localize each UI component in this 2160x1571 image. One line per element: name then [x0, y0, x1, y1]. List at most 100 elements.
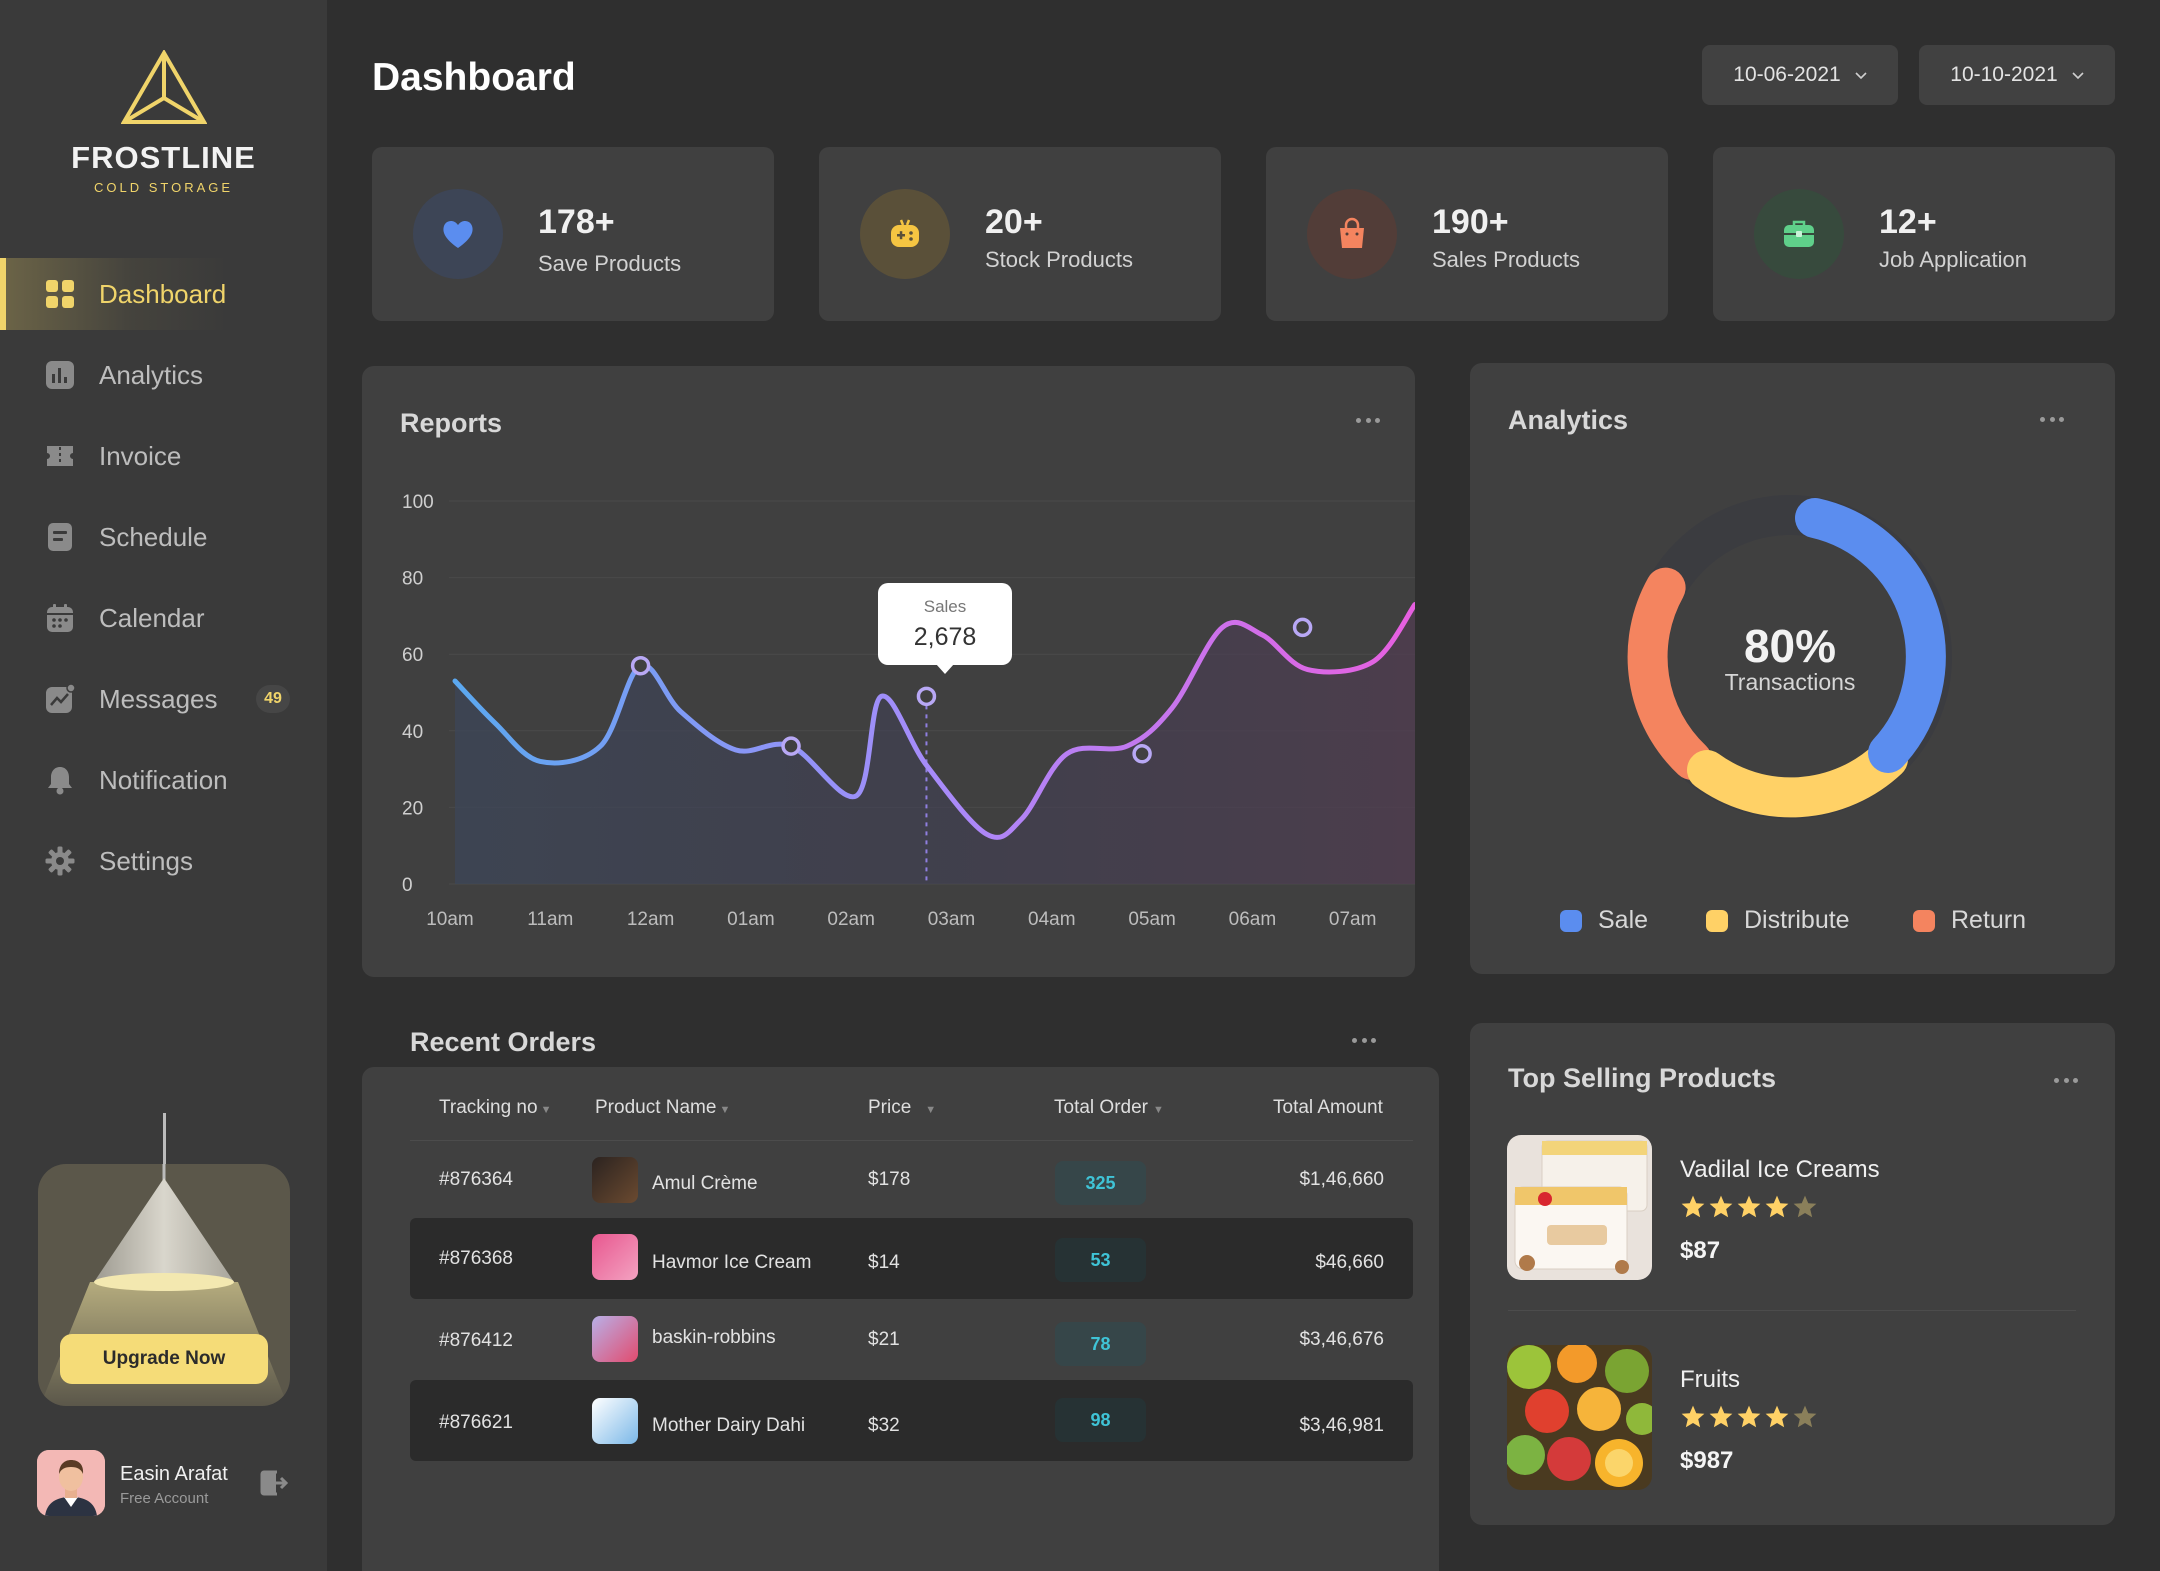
- sidebar-item-dashboard[interactable]: Dashboard: [0, 258, 327, 330]
- stat-card-job-application[interactable]: 12+ Job Application: [1713, 147, 2115, 321]
- tooltip-arrow: [936, 664, 954, 674]
- sidebar-item-schedule[interactable]: Schedule: [0, 501, 327, 573]
- more-options-icon[interactable]: [2040, 415, 2064, 423]
- sidebar-item-label: Calendar: [99, 602, 205, 633]
- product-name: Havmor Ice Cream: [652, 1252, 812, 1273]
- table-row[interactable]: #876364 Amul Crème $178 325 $1,46,660: [410, 1141, 1413, 1222]
- table-header-divider: [410, 1140, 1413, 1141]
- total-order-badge: 53: [1055, 1238, 1146, 1282]
- user-profile[interactable]: Easin Arafat Free Account: [37, 1450, 297, 1516]
- table-row[interactable]: #876412 baskin-robbins $21 78 $3,46,676: [410, 1300, 1413, 1381]
- product-price: $87: [1680, 1237, 1721, 1264]
- table-row[interactable]: #876368 Havmor Ice Cream $14 53 $46,660: [410, 1218, 1413, 1299]
- product-name[interactable]: Fruits: [1680, 1366, 1740, 1393]
- sidebar: FROSTLINE COLD STORAGE Dashboard Analyti…: [0, 0, 327, 1571]
- column-header-total-order[interactable]: Total Order ▼: [1054, 1097, 1164, 1118]
- tracking-number: #876412: [439, 1330, 513, 1351]
- sidebar-item-notification[interactable]: Notification: [0, 744, 327, 816]
- legend-swatch: [1560, 909, 1582, 932]
- y-tick-label: 20: [402, 798, 423, 819]
- column-header-price[interactable]: Price ▼: [868, 1097, 937, 1118]
- legend-label: Distribute: [1744, 906, 1850, 934]
- logout-icon[interactable]: [259, 1468, 289, 1498]
- stat-icon-bg: [860, 189, 950, 279]
- sidebar-item-analytics[interactable]: Analytics: [0, 339, 327, 411]
- star-icon: [1681, 1405, 1705, 1428]
- x-tick-label: 07am: [1329, 909, 1377, 930]
- legend-item-return: Return: [1913, 906, 2026, 935]
- date-to-picker[interactable]: 10-10-2021: [1919, 45, 2115, 105]
- table-row[interactable]: #876621 Mother Dairy Dahi $32 98 $3,46,9…: [410, 1380, 1413, 1461]
- stat-card-save-products[interactable]: 178+ Save Products: [372, 147, 774, 321]
- stat-value: 12+: [1879, 203, 1937, 241]
- top-selling-title: Top Selling Products: [1508, 1063, 1777, 1093]
- sidebar-item-label: Invoice: [99, 440, 182, 471]
- product-divider: [1508, 1310, 2076, 1311]
- messages-count-badge: 49: [256, 685, 290, 713]
- upgrade-now-button[interactable]: Upgrade Now: [60, 1334, 268, 1384]
- date-from-picker[interactable]: 10-06-2021: [1702, 45, 1898, 105]
- product-image-ice-cream[interactable]: [1507, 1135, 1652, 1280]
- product-image-fruits[interactable]: [1507, 1345, 1652, 1490]
- data-point[interactable]: [1132, 744, 1152, 764]
- more-options-icon[interactable]: [1352, 1036, 1376, 1044]
- avatar[interactable]: [37, 1450, 105, 1516]
- product-name[interactable]: Vadilal Ice Creams: [1680, 1156, 1880, 1183]
- product-thumbnail: [592, 1316, 638, 1362]
- product-thumbnail: [592, 1234, 638, 1280]
- sidebar-item-calendar[interactable]: Calendar: [0, 582, 327, 654]
- star-icon: [1709, 1195, 1733, 1218]
- brand-subtitle: COLD STORAGE: [93, 180, 234, 195]
- column-header-product[interactable]: Product Name ▼: [595, 1097, 731, 1118]
- more-options-icon[interactable]: [2054, 1076, 2078, 1084]
- price: $21: [868, 1329, 900, 1350]
- y-tick-label: 0: [402, 875, 413, 896]
- donut-center-value: 80%: [1743, 620, 1837, 672]
- star-icon: [1765, 1405, 1789, 1428]
- price: $14: [868, 1252, 900, 1273]
- x-tick-label: 03am: [928, 909, 976, 930]
- stat-label: Sales Products: [1432, 247, 1580, 272]
- bar-chart-icon: [44, 359, 76, 391]
- total-order-badge: 78: [1055, 1322, 1146, 1366]
- reports-panel: Reports 0 20 40 60 80 100 10am 11am 12am 01am 02a…: [362, 366, 1415, 977]
- total-amount: $3,46,676: [1299, 1329, 1384, 1350]
- sidebar-item-label: Settings: [99, 845, 193, 876]
- x-tick-label: 10am: [426, 909, 474, 930]
- sort-icon: ▼: [925, 1104, 937, 1116]
- donut-center-label: Transactions: [1724, 669, 1856, 695]
- legend-label: Sale: [1598, 906, 1649, 934]
- date-to-value: 10-10-2021: [1950, 63, 2058, 86]
- gear-icon: [44, 845, 76, 877]
- reports-line-chart: 0 20 40 60 80 100 10am 11am 12am 01am 02am 03am 04a…: [402, 492, 1415, 930]
- heart-icon: [443, 220, 473, 248]
- stat-value: 178+: [538, 203, 615, 241]
- analytics-donut-chart: [1627, 495, 1952, 819]
- data-point[interactable]: [781, 736, 801, 756]
- price: $178: [868, 1169, 911, 1190]
- series-line: [452, 601, 1415, 840]
- more-options-icon[interactable]: [1356, 416, 1380, 424]
- star-icon: [1709, 1405, 1733, 1428]
- column-header-tracking[interactable]: Tracking no ▼: [439, 1097, 552, 1118]
- stat-card-sales-products[interactable]: 190+ Sales Products: [1266, 147, 1668, 321]
- y-tick-label: 60: [402, 645, 423, 666]
- column-header-total-amount[interactable]: Total Amount: [1273, 1097, 1383, 1118]
- stat-label: Job Application: [1879, 247, 2027, 272]
- donut-segment-return: [1627, 567, 1712, 780]
- sidebar-item-invoice[interactable]: Invoice: [0, 420, 327, 492]
- total-order-badge: 325: [1055, 1161, 1146, 1205]
- data-point[interactable]: [1292, 617, 1313, 638]
- stat-card-stock-products[interactable]: 20+ Stock Products: [819, 147, 1221, 321]
- product-rating: [1680, 1194, 1818, 1220]
- date-from-value: 10-06-2021: [1733, 63, 1841, 86]
- tracking-number: #876364: [439, 1169, 513, 1190]
- sidebar-item-messages[interactable]: Messages 49: [0, 663, 327, 735]
- sidebar-item-settings[interactable]: Settings: [0, 825, 327, 897]
- brand-logo[interactable]: FROSTLINE COLD STORAGE: [0, 50, 327, 195]
- data-point[interactable]: [630, 655, 651, 676]
- user-name: Easin Arafat: [120, 1463, 228, 1485]
- sort-icon: ▼: [719, 1104, 731, 1116]
- y-tick-label: 40: [402, 722, 423, 743]
- data-point[interactable]: [916, 686, 937, 707]
